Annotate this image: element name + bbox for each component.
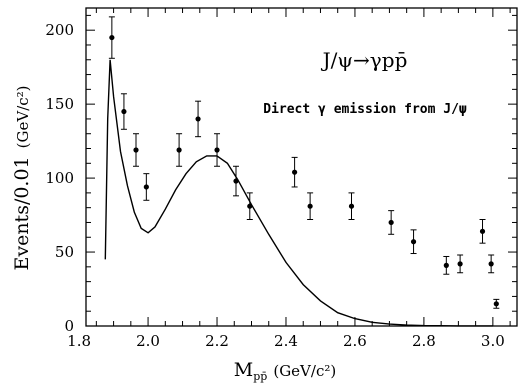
- data-marker: [493, 301, 499, 307]
- data-marker: [247, 203, 253, 209]
- data-point: [307, 192, 314, 221]
- y-tick-label: 50: [55, 243, 74, 261]
- data-marker: [457, 261, 463, 267]
- fit-curve: [104, 59, 493, 327]
- y-tick-label: 0: [64, 317, 74, 335]
- x-tick-label: 2.2: [205, 332, 229, 350]
- x-tick-label: 3.0: [481, 332, 505, 350]
- x-axis-label-unit: (GeV/c²): [273, 362, 336, 380]
- data-marker: [443, 262, 449, 268]
- data-marker: [176, 147, 182, 153]
- y-tick-label: 100: [45, 169, 74, 187]
- data-point: [291, 156, 298, 188]
- data-point: [488, 254, 495, 274]
- data-point: [443, 255, 450, 275]
- x-axis-label: Mpp̄ (GeV/c²): [234, 359, 336, 383]
- data-point: [410, 229, 417, 255]
- y-axis-label: Events/0.01 (GeV/c²): [11, 85, 33, 270]
- data-marker: [133, 147, 139, 153]
- x-tick-label: 2.4: [274, 332, 298, 350]
- data-points-group: [108, 16, 500, 309]
- data-point: [246, 192, 253, 221]
- y-axis-label-unit: (GeV/c²): [14, 85, 32, 148]
- data-point: [143, 173, 150, 201]
- data-marker: [488, 261, 494, 267]
- x-tick-label: 1.8: [67, 332, 91, 350]
- data-point: [348, 192, 355, 221]
- x-tick-label: 2.6: [343, 332, 367, 350]
- x-axis-label-subscript: pp̄: [253, 370, 267, 383]
- data-marker: [292, 169, 298, 175]
- data-marker: [307, 203, 313, 209]
- data-marker: [233, 178, 239, 184]
- y-axis-label-main: Events/0.01: [11, 156, 33, 270]
- data-point: [132, 133, 139, 167]
- plot-frame: [85, 7, 518, 327]
- y-tick-label: 200: [45, 21, 74, 39]
- data-point: [176, 133, 183, 167]
- plot-frame-group: [85, 7, 518, 327]
- data-marker: [479, 228, 486, 234]
- data-marker: [388, 219, 394, 226]
- data-marker: [195, 116, 201, 122]
- data-point: [120, 93, 127, 130]
- data-point: [493, 298, 500, 309]
- data-point: [388, 210, 395, 235]
- ticks-group: 1.8 2.0 2.2 2.4 2.6 2.8 3.0 0 50 100 150 200: [45, 8, 517, 350]
- data-point: [232, 165, 239, 197]
- data-point: [457, 254, 464, 274]
- x-tick-label: 2.8: [412, 332, 436, 350]
- data-marker: [410, 239, 417, 245]
- x-axis-label-main: M: [234, 359, 253, 381]
- chart-subtitle: Direct γ emission from J/ψ: [263, 102, 467, 117]
- chart-title: J/ψ→γpp̄: [321, 48, 408, 72]
- data-marker: [348, 203, 355, 209]
- y-tick-label: 150: [45, 95, 74, 113]
- data-point: [214, 133, 221, 167]
- data-point: [479, 219, 486, 244]
- x-tick-label: 2.0: [136, 332, 160, 350]
- data-marker: [214, 147, 220, 153]
- data-point: [195, 100, 202, 138]
- data-marker: [121, 108, 127, 115]
- data-marker: [143, 184, 149, 190]
- fit-curve-group: [104, 59, 493, 327]
- data-point: [108, 16, 115, 59]
- data-marker: [109, 34, 115, 41]
